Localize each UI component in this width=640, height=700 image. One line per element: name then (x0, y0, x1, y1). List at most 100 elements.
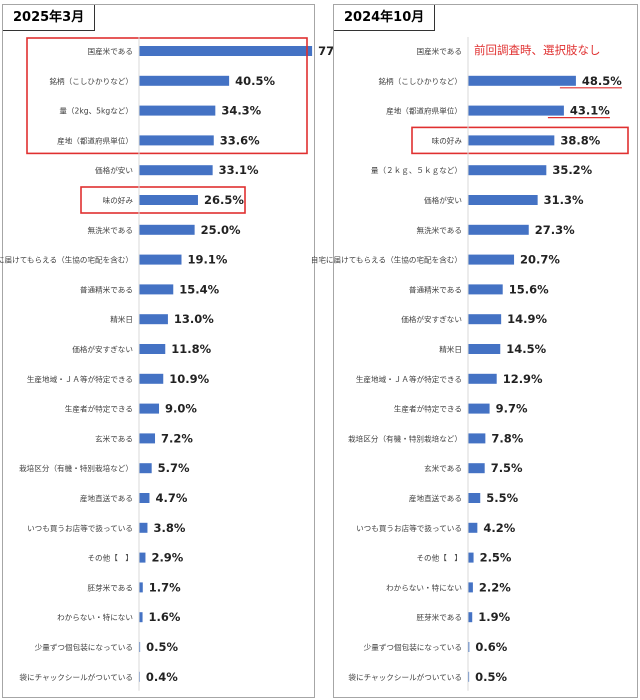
category-label: 産地（都道府県単位） (386, 106, 462, 116)
category-label: わからない・特にない (57, 612, 133, 622)
value-label: 0.6% (475, 640, 507, 654)
category-label: 袋にチャックシールがついている (348, 672, 462, 682)
value-label: 0.5% (475, 670, 507, 684)
category-label: 銘柄（こしひかりなど） (49, 76, 133, 86)
bar (139, 403, 160, 414)
value-label: 33.1% (219, 163, 259, 177)
category-label: その他【 】 (416, 553, 462, 563)
value-label: 0.5% (146, 640, 178, 654)
bar (139, 46, 313, 56)
category-label: その他【 】 (87, 553, 133, 563)
bar (468, 493, 481, 503)
category-label: 玄米である (424, 463, 462, 473)
chart-panel-2025-march: 国産米である77.8%銘柄（こしひかりなど）40.5%量（2kg、5kgなど）3… (0, 4, 358, 698)
bar (468, 671, 470, 682)
value-label: 1.6% (149, 610, 181, 624)
bar (139, 642, 141, 652)
bar (468, 284, 503, 295)
bar (468, 135, 555, 146)
panel-title: 2024年10月 (334, 5, 436, 31)
value-label: 11.8% (171, 342, 211, 356)
bar (468, 314, 502, 325)
category-label: 価格が安すぎない (72, 344, 133, 354)
category-label: いつも買うお店等で扱っている (27, 523, 133, 533)
bar (139, 165, 213, 176)
category-label: 自宅に届けてもらえる（生協の宅配を含む） (0, 255, 133, 265)
category-label: 栽培区分（有機・特別栽培など） (348, 433, 462, 443)
category-label: 価格が安い (424, 195, 462, 205)
value-label: 40.5% (235, 74, 275, 88)
value-label: 27.3% (535, 223, 575, 237)
category-label: 栽培区分（有機・特別栽培など） (19, 463, 133, 473)
category-label: 量（２ｋｇ、５ｋｇなど） (371, 166, 462, 175)
value-label: 7.5% (491, 461, 523, 475)
bar (139, 344, 166, 354)
bar (139, 224, 195, 235)
bar (468, 612, 473, 623)
category-label: 産地直送である (80, 493, 133, 503)
value-label: 7.8% (491, 431, 523, 445)
bar-chart-2025-march: 国産米である77.8%銘柄（こしひかりなど）40.5%量（2kg、5kgなど）3… (0, 37, 358, 691)
value-label: 15.4% (179, 282, 219, 296)
bar (468, 403, 490, 414)
value-label: 14.9% (507, 312, 547, 326)
category-label: わからない・特にない (386, 582, 462, 592)
category-label: 無洗米である (88, 225, 134, 235)
category-label: 味の好み (103, 195, 134, 205)
value-label: 19.1% (187, 253, 227, 267)
value-label: 15.6% (509, 282, 549, 296)
value-label: 26.5% (204, 193, 244, 207)
category-label: 少量ずつ個包装になっている (35, 642, 133, 652)
bar (468, 224, 529, 235)
value-label: 0.4% (146, 670, 178, 684)
bar (139, 75, 230, 86)
value-label: 5.5% (486, 491, 518, 505)
highlight-box (26, 37, 308, 155)
category-label: いつも買うお店等で扱っている (356, 523, 462, 533)
bar (468, 522, 478, 533)
value-label: 9.7% (496, 402, 528, 416)
bar (468, 105, 564, 116)
bar (468, 582, 473, 593)
value-label: 1.9% (478, 610, 510, 624)
category-label: 無洗米である (417, 225, 463, 235)
value-label: 9.0% (165, 402, 197, 416)
category-label: 袋にチャックシールがついている (19, 672, 133, 682)
category-label: 国産米である (417, 46, 463, 56)
category-label: 価格が安い (95, 165, 133, 175)
category-label: 味の好み (432, 135, 463, 145)
category-label: 精米日 (439, 344, 462, 354)
category-label: 生産地域・ＪＡ等が特定できる (27, 374, 133, 384)
value-label: 13.0% (174, 312, 214, 326)
bar (139, 582, 143, 593)
bar (139, 522, 148, 533)
category-label: 自宅に届けてもらえる（生協の宅配を含む） (311, 255, 462, 265)
category-label: 精米日 (110, 314, 133, 324)
category-label: 産地（都道府県単位） (57, 135, 133, 145)
bar (468, 195, 538, 205)
no-option-note: 前回調査時、選択肢なし (474, 43, 601, 57)
chart-panel-2024-october: 国産米である 銘柄（こしひかりなど） 48.5% 産地（都道府県単位） 43.1% 味の好… (311, 4, 638, 698)
bar (139, 314, 168, 325)
category-label: 生産地域・ＪＡ等が特定できる (356, 374, 462, 384)
value-label: 34.3% (221, 104, 261, 118)
bar (468, 344, 501, 354)
category-label: 普通精米である (80, 284, 133, 294)
bar (139, 254, 182, 265)
bar (139, 284, 174, 295)
bar (468, 165, 547, 176)
highlight-box (80, 186, 246, 214)
value-label: 48.5% (582, 74, 622, 88)
value-label: 20.7% (520, 253, 560, 267)
category-label: 生産者が特定できる (65, 404, 133, 414)
value-label: 7.2% (161, 431, 193, 445)
value-label: 2.9% (151, 551, 183, 565)
bar (139, 463, 152, 474)
highlight-box (411, 126, 629, 155)
value-label: 4.2% (483, 521, 515, 535)
value-label: 3.8% (153, 521, 185, 535)
value-label: 14.5% (506, 342, 546, 356)
category-label: 産地直送である (409, 493, 462, 503)
value-label: 5.7% (158, 461, 190, 475)
